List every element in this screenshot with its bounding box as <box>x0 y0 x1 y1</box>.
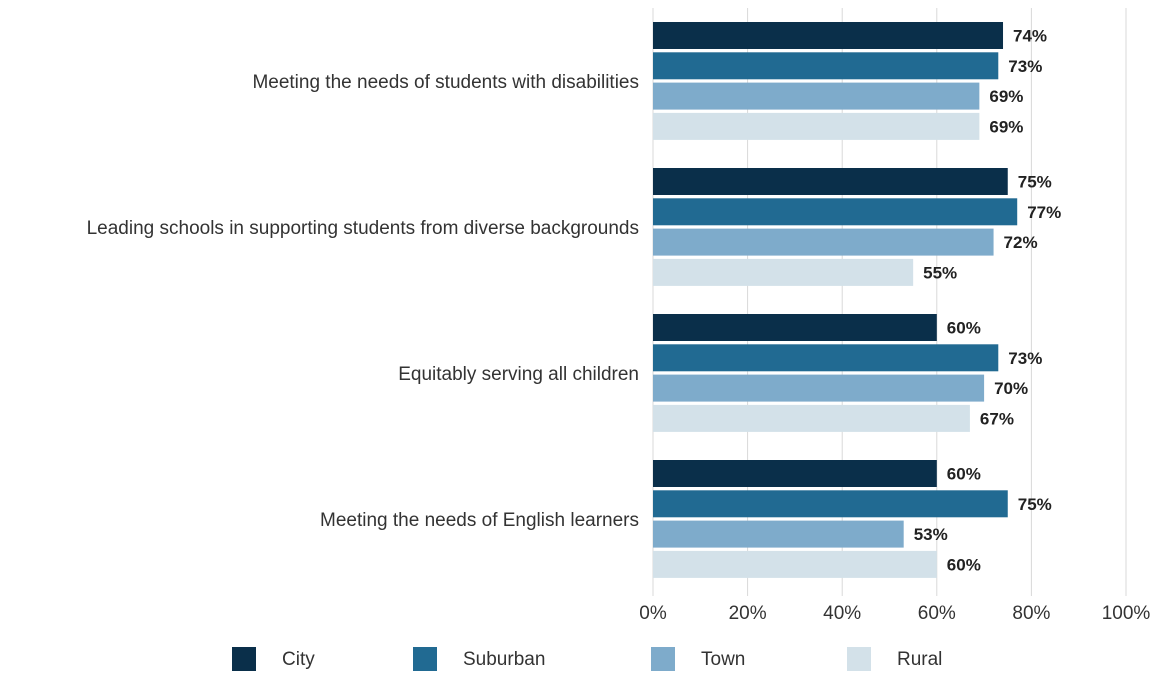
data-label: 53% <box>914 525 948 544</box>
bar <box>653 228 994 256</box>
category-label: Leading schools in supporting students f… <box>87 218 639 239</box>
legend-label: Suburban <box>463 649 545 670</box>
x-tick-label: 20% <box>729 603 767 624</box>
bar <box>653 404 970 432</box>
bar <box>653 490 1008 518</box>
bar <box>653 168 1008 195</box>
x-axis-tick-labels: 0% 20% 40% 60% 80% 100% <box>639 603 1150 624</box>
bars <box>653 22 1018 578</box>
x-tick-label: 100% <box>1102 603 1151 624</box>
x-tick-label: 60% <box>918 603 956 624</box>
x-tick-label: 0% <box>639 603 667 624</box>
category-label: Equitably serving all children <box>398 364 639 385</box>
data-label: 67% <box>980 409 1014 428</box>
legend-swatch <box>847 647 871 671</box>
data-label: 75% <box>1018 495 1052 514</box>
x-tick-label: 80% <box>1012 603 1050 624</box>
data-label: 77% <box>1027 203 1061 222</box>
x-tick-label: 40% <box>823 603 861 624</box>
bar <box>653 520 904 548</box>
data-label: 55% <box>923 263 957 282</box>
data-label: 69% <box>989 87 1023 106</box>
legend-label: Rural <box>897 649 942 670</box>
legend-label: Town <box>701 649 745 670</box>
bar <box>653 52 999 80</box>
data-label: 74% <box>1013 27 1047 46</box>
legend-swatch <box>232 647 256 671</box>
data-label: 69% <box>989 117 1023 136</box>
category-labels: Meeting the needs of students with disab… <box>87 72 639 531</box>
bar <box>653 314 937 341</box>
data-labels: 74% 73% 69% 69% 75% 77% 72% 55% 60% 73% 70% 67% 60% 7… <box>914 27 1062 575</box>
bar <box>653 460 937 487</box>
bar <box>653 112 980 140</box>
data-label: 70% <box>994 379 1028 398</box>
category-label: Meeting the needs of English learners <box>320 510 639 531</box>
legend-swatch <box>651 647 675 671</box>
bar <box>653 374 985 402</box>
data-label: 60% <box>947 319 981 338</box>
legend: City Suburban Town Rural <box>232 647 942 671</box>
bar <box>653 344 999 372</box>
category-label: Meeting the needs of students with disab… <box>252 72 639 93</box>
bar <box>653 22 1004 49</box>
data-label: 72% <box>1004 233 1038 252</box>
legend-swatch <box>413 647 437 671</box>
legend-label: City <box>282 649 315 670</box>
data-label: 60% <box>947 465 981 484</box>
data-label: 73% <box>1008 57 1042 76</box>
data-label: 60% <box>947 555 981 574</box>
bar <box>653 198 1018 226</box>
bar <box>653 258 914 286</box>
bar <box>653 550 937 578</box>
data-label: 73% <box>1008 349 1042 368</box>
data-label: 75% <box>1018 173 1052 192</box>
bar <box>653 82 980 110</box>
